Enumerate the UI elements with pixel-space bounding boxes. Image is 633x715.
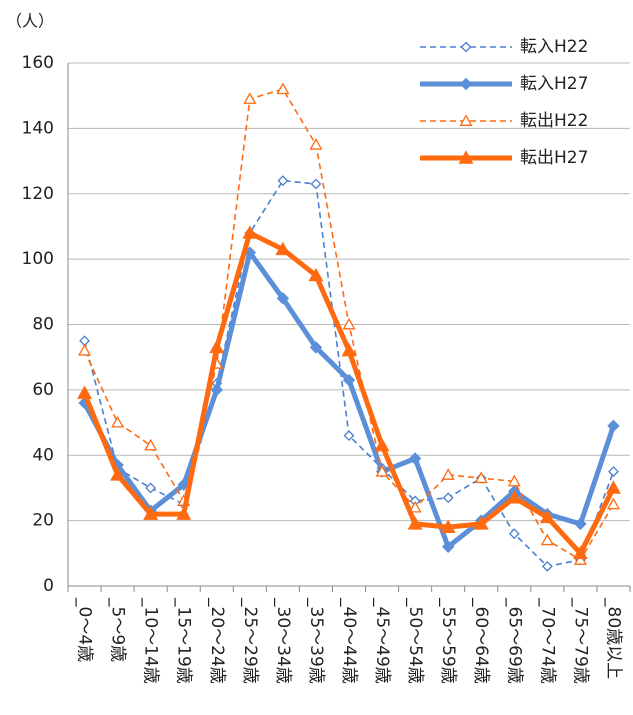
marker [572, 545, 588, 560]
legend-label: 転出H22 [520, 111, 588, 131]
x-tick-label: _5～9歳 [108, 597, 128, 662]
x-tick-label: _75～79歳 [570, 597, 590, 684]
y-tick-label: 20 [32, 511, 54, 531]
marker [473, 516, 489, 530]
marker [145, 482, 157, 494]
marker [474, 471, 488, 484]
marker [341, 343, 357, 357]
marker [375, 464, 389, 477]
marker [458, 150, 474, 164]
marker [308, 267, 324, 282]
marker [408, 500, 422, 513]
legend-label: 転入H22 [520, 37, 588, 57]
legend-label: 転入H27 [520, 74, 588, 94]
marker [342, 317, 356, 330]
y-tick-label: 80 [32, 315, 54, 335]
y-tick-label: 120 [22, 184, 54, 204]
y-tick-label: 60 [32, 380, 54, 400]
x-tick-label: _70～74歳 [537, 597, 557, 684]
x-tick-label: _30～34歳 [273, 597, 293, 684]
marker [460, 41, 472, 53]
x-tick-label: _50～54歳 [405, 597, 425, 684]
marker [343, 430, 355, 442]
marker [78, 343, 92, 356]
marker [242, 225, 258, 239]
marker [277, 175, 289, 187]
marker [573, 553, 587, 565]
marker [342, 373, 356, 387]
marker [606, 497, 620, 510]
marker [243, 92, 257, 104]
marker [507, 474, 521, 487]
x-tick-label: _0～4歳 [75, 597, 95, 662]
marker [374, 437, 390, 452]
marker [275, 241, 291, 256]
marker [508, 528, 520, 540]
marker [408, 452, 422, 465]
legend-label: 転出H27 [520, 148, 588, 168]
x-tick-label: _60～64歳 [471, 597, 491, 684]
marker [210, 383, 223, 397]
x-tick-label: _80歳以上 [603, 597, 623, 679]
x-tick-label: _10～14歳 [141, 597, 161, 684]
marker [441, 540, 455, 553]
x-tick-label: _40～44歳 [339, 597, 359, 684]
marker [459, 114, 473, 126]
y-tick-label: 160 [22, 53, 54, 73]
marker [606, 480, 621, 494]
marker [440, 519, 456, 533]
marker [310, 178, 322, 190]
x-tick-label: _15～19歳 [174, 597, 194, 684]
series-line [82, 250, 616, 550]
y-tick-label: 140 [22, 118, 54, 138]
marker [209, 339, 225, 354]
marker [442, 492, 454, 504]
x-tick-label: _20～24歳 [207, 597, 227, 684]
marker [276, 292, 290, 305]
y-unit: （人） [6, 12, 54, 31]
x-tick-label: _45～49歳 [372, 597, 392, 684]
marker [276, 82, 290, 95]
marker [541, 560, 553, 572]
marker [110, 467, 126, 481]
y-tick-label: 40 [32, 445, 54, 465]
marker [608, 466, 619, 478]
marker [77, 385, 92, 399]
marker [540, 533, 554, 546]
x-tick-label: _55～59歳 [438, 597, 458, 684]
marker [176, 506, 192, 520]
marker [111, 415, 125, 428]
x-tick-label: _25～29歳 [240, 597, 260, 684]
marker [506, 490, 522, 504]
marker [607, 419, 620, 433]
y-tick-label: 100 [22, 249, 54, 269]
marker [574, 517, 587, 531]
marker [144, 438, 158, 451]
x-tick-label: _35～39歳 [306, 597, 326, 684]
y-tick-label: 0 [43, 576, 54, 596]
marker [441, 468, 455, 480]
marker [407, 516, 423, 530]
x-tick-label: _65～69歳 [504, 597, 524, 684]
marker [309, 137, 323, 150]
marker [459, 77, 473, 91]
marker [143, 506, 159, 520]
marker [539, 509, 555, 524]
marker [309, 341, 323, 354]
